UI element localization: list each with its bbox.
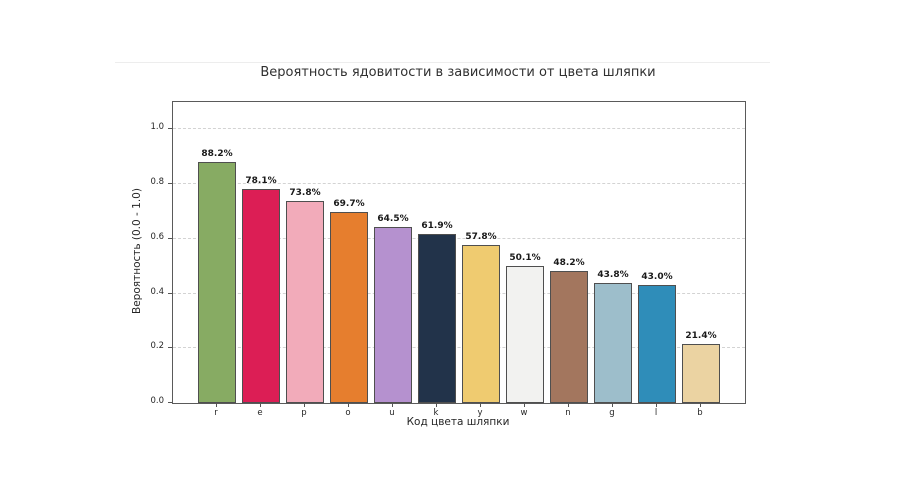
bar-p: [286, 201, 324, 403]
y-tick-label: 0.8: [150, 177, 164, 188]
bar-g: [594, 283, 632, 403]
y-gridline: [173, 183, 745, 185]
y-gridline: [173, 292, 745, 294]
bar-y: [462, 244, 500, 403]
x-tick-label: k: [433, 408, 439, 418]
bar-w: [506, 265, 544, 403]
x-tick-label: w: [520, 408, 528, 418]
x-tick-mark: [216, 403, 217, 407]
bar-value-label: 48.2%: [553, 258, 585, 269]
y-tick-label: 0.4: [150, 286, 164, 297]
y-gridline: [173, 128, 745, 130]
x-tick-mark: [700, 403, 701, 407]
plot-area: 88.2% 78.1% 73.8% 69.7% 64.5% 61.9% 57.8% 50.1%…: [172, 101, 746, 404]
x-tick-mark: [612, 403, 613, 407]
y-tick-label: 0.2: [150, 341, 164, 352]
x-tick-label: r: [214, 408, 218, 418]
x-tick-mark: [436, 403, 437, 407]
bar-e: [242, 189, 280, 403]
bar-value-label: 73.8%: [289, 188, 321, 199]
x-tick-label: o: [345, 408, 351, 418]
x-tick-label: g: [609, 408, 615, 418]
bar-n: [550, 271, 588, 403]
x-tick-mark: [480, 403, 481, 407]
x-tick-mark: [568, 403, 569, 407]
chart-title: Вероятность ядовитости в зависимости от …: [260, 65, 656, 80]
bar-o: [330, 212, 368, 403]
bar-r: [198, 161, 236, 403]
x-tick-label: e: [257, 408, 263, 418]
x-tick-mark: [656, 403, 657, 407]
y-gridline: [173, 347, 745, 349]
bar-value-label: 88.2%: [201, 148, 233, 159]
y-tick-mark: [168, 347, 172, 349]
x-tick-label: u: [389, 408, 395, 418]
y-tick-label: 0.0: [150, 396, 164, 406]
y-tick-mark: [168, 128, 172, 130]
bar-l: [638, 285, 676, 403]
y-tick-mark: [168, 292, 172, 294]
x-axis-label: Код цвета шляпки: [406, 416, 510, 428]
x-tick-mark: [304, 403, 305, 407]
y-tick-mark: [168, 183, 172, 185]
x-tick-mark: [524, 403, 525, 407]
x-tick-mark: [392, 403, 393, 407]
x-tick-mark: [348, 403, 349, 407]
bar-value-label: 57.8%: [465, 231, 497, 242]
y-tick-mark: [168, 402, 172, 403]
x-tick-label: n: [565, 408, 571, 418]
y-gridline: [173, 237, 745, 239]
bar-value-label: 64.5%: [377, 213, 409, 224]
bar-value-label: 21.4%: [685, 331, 717, 342]
bar-b: [682, 344, 720, 403]
x-tick-mark: [260, 403, 261, 407]
bar-k: [418, 233, 456, 403]
x-tick-label: y: [477, 408, 483, 418]
bar-value-label: 78.1%: [245, 176, 277, 187]
x-tick-label: l: [654, 408, 658, 418]
bar-value-label: 69.7%: [333, 199, 365, 210]
figure-edge-line: [115, 62, 770, 63]
x-tick-label: b: [697, 408, 703, 418]
bar-value-label: 43.0%: [641, 272, 673, 283]
bar-value-label: 61.9%: [421, 220, 453, 231]
bar-value-label: 43.8%: [597, 270, 629, 281]
y-tick-label: 0.6: [150, 231, 164, 242]
y-tick-label: 1.0: [150, 122, 164, 133]
bar-value-label: 50.1%: [509, 252, 541, 263]
bar-u: [374, 226, 412, 403]
x-tick-label: p: [301, 408, 307, 418]
y-tick-mark: [168, 237, 172, 239]
